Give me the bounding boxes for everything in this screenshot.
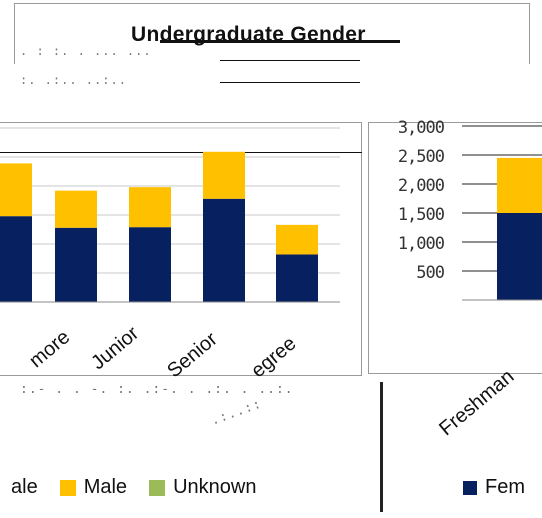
header-noise-1: . : :. . ... ... bbox=[20, 44, 152, 58]
header-noise-2: :. .:.. ..:.. bbox=[20, 73, 127, 87]
title-rule bbox=[160, 40, 400, 43]
legend-left: ale Male Unknown bbox=[11, 476, 256, 499]
bar-segment bbox=[497, 213, 542, 300]
legend-swatch-male bbox=[59, 479, 76, 496]
y-tick-label: 1,500 bbox=[397, 205, 445, 225]
legend-item-label: Fem bbox=[485, 476, 525, 498]
legend-item-label: Unknown bbox=[173, 476, 257, 498]
chart-frame bbox=[14, 3, 530, 64]
y-tick-label: 500 bbox=[416, 263, 445, 283]
bar-segment bbox=[276, 254, 318, 302]
bar-segment bbox=[203, 151, 245, 199]
y-tick-label: 2,000 bbox=[397, 176, 445, 196]
bar-segment bbox=[276, 224, 318, 255]
bar-segment bbox=[129, 227, 171, 302]
y-tick-label: 2,500 bbox=[397, 147, 445, 167]
legend-right: Fem bbox=[463, 476, 525, 499]
y-tick-label: 1,000 bbox=[397, 234, 445, 254]
left-panel-rule bbox=[0, 152, 362, 153]
header-rule-2 bbox=[220, 82, 360, 83]
bar-segment bbox=[0, 216, 32, 302]
bar-segment bbox=[203, 198, 245, 302]
bar-segment bbox=[497, 157, 542, 213]
bar-segment bbox=[129, 187, 171, 228]
header-rule-1 bbox=[220, 60, 360, 61]
bar-segment bbox=[55, 190, 97, 228]
panel-divider bbox=[380, 382, 383, 512]
bar-segment bbox=[55, 227, 97, 302]
bar-segment bbox=[0, 163, 32, 217]
legend-swatch-female bbox=[463, 480, 477, 495]
legend-item-label: Male bbox=[83, 476, 128, 498]
axis-noise: :.- . . -. :. .:-. . .:. . ..:. bbox=[20, 382, 294, 397]
legend-swatch-unknown bbox=[149, 479, 166, 496]
y-tick-label: 3,000 bbox=[397, 118, 445, 138]
legend-item-label: ale bbox=[11, 476, 38, 498]
